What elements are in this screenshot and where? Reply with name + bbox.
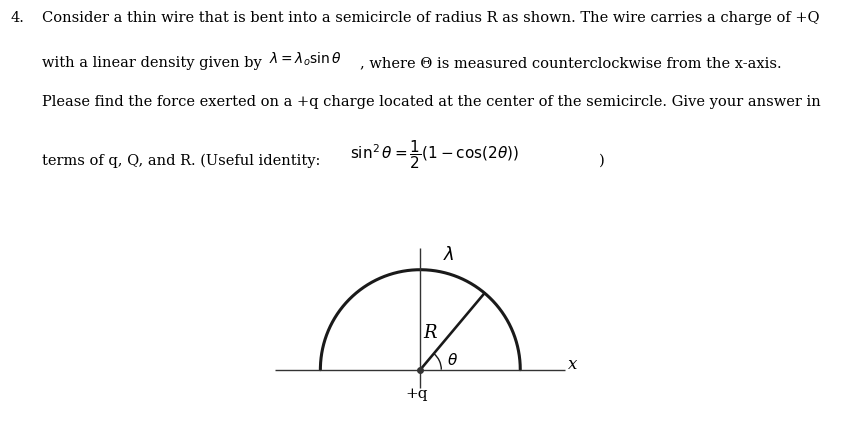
- Text: $\lambda$: $\lambda$: [443, 246, 454, 264]
- Text: x: x: [568, 356, 577, 373]
- Text: with a linear density given by: with a linear density given by: [42, 56, 266, 70]
- Text: Consider a thin wire that is bent into a semicircle of radius R as shown. The wi: Consider a thin wire that is bent into a…: [42, 11, 819, 25]
- Text: , where Θ is measured counterclockwise from the x-axis.: , where Θ is measured counterclockwise f…: [360, 56, 782, 70]
- Text: $\theta$: $\theta$: [447, 352, 457, 368]
- Text: ): ): [599, 153, 605, 167]
- Text: $\sin^2\theta =\dfrac{1}{2}(1 - \cos(2\theta))$: $\sin^2\theta =\dfrac{1}{2}(1 - \cos(2\t…: [350, 138, 518, 171]
- Text: Please find the force exerted on a +q charge located at the center of the semici: Please find the force exerted on a +q ch…: [42, 95, 820, 109]
- Text: terms of q, Q, and R. (Useful identity:: terms of q, Q, and R. (Useful identity:: [42, 153, 320, 168]
- Text: +q: +q: [405, 387, 428, 400]
- Text: $\lambda =\lambda_o \sin\theta$: $\lambda =\lambda_o \sin\theta$: [269, 51, 342, 68]
- Text: 4.: 4.: [10, 11, 24, 25]
- Text: R: R: [424, 324, 437, 343]
